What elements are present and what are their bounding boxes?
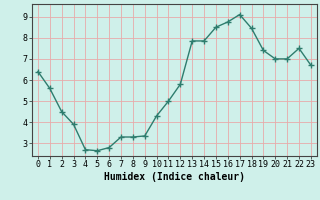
X-axis label: Humidex (Indice chaleur): Humidex (Indice chaleur) — [104, 172, 245, 182]
